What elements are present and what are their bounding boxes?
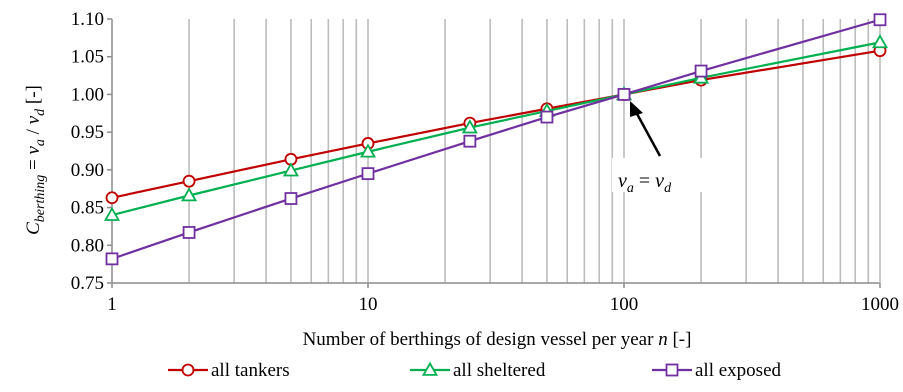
annotation-arrow-head — [630, 101, 643, 117]
x-tick-label: 1 — [107, 294, 117, 315]
square-marker — [617, 88, 631, 101]
triangle-marker — [461, 119, 478, 134]
x-tick-label: 100 — [610, 294, 639, 315]
y-tick-label: 1.00 — [71, 84, 104, 105]
x-axis-title: Number of berthings of design vessel per… — [303, 329, 692, 350]
legend: all tankers all sheltered all exposed — [168, 360, 782, 381]
series-line — [111, 18, 881, 260]
annotation-arrow-line — [634, 111, 662, 157]
square-marker — [694, 64, 708, 78]
triangle-marker — [359, 143, 377, 158]
legend-label: all exposed — [695, 360, 782, 381]
series-all-exposed — [105, 13, 887, 266]
x-tick-label: 1000 — [861, 294, 899, 315]
triangle-marker — [871, 34, 889, 49]
square-marker — [284, 192, 298, 205]
legend-item: all sheltered — [410, 360, 546, 381]
square-marker — [665, 363, 679, 377]
legend-label: all tankers — [211, 360, 290, 381]
annotation: va = vd — [612, 101, 708, 196]
triangle-marker — [181, 187, 198, 202]
y-tick-label: 0.85 — [71, 198, 104, 219]
y-tick-label: 0.75 — [71, 273, 104, 294]
y-tick-label: 1.05 — [71, 47, 104, 68]
plot-frame — [111, 19, 881, 284]
y-axis-title: Cberthing = va / vd [-] — [23, 85, 48, 235]
circle-marker — [182, 174, 196, 188]
square-marker — [873, 13, 887, 27]
legend-item: all tankers — [168, 360, 290, 381]
y-tick-label: 1.10 — [71, 9, 104, 30]
triangle-marker — [282, 162, 299, 177]
annotation-background — [612, 158, 708, 192]
y-tick-label: 0.80 — [71, 235, 104, 256]
series-line — [111, 49, 881, 199]
series-line — [111, 41, 881, 217]
square-marker — [182, 226, 196, 239]
circle-marker — [181, 363, 195, 377]
legend-label: all sheltered — [453, 360, 546, 381]
series-all-tankers — [105, 44, 887, 205]
series-all-sheltered — [103, 34, 889, 221]
triangle-marker — [421, 361, 439, 376]
grid — [188, 19, 870, 283]
legend-item: all exposed — [652, 360, 782, 381]
series-layer — [103, 13, 889, 266]
x-tick-label: 10 — [359, 294, 378, 315]
y-tick-label: 0.95 — [71, 122, 104, 143]
y-tick-labels: 0.75 0.80 0.85 0.90 0.95 1.00 1.05 1.10 — [71, 9, 112, 294]
square-marker — [540, 110, 554, 124]
triangle-marker — [103, 206, 121, 221]
square-marker — [105, 252, 119, 266]
circle-marker — [105, 191, 119, 205]
y-tick-label: 0.90 — [71, 160, 104, 181]
square-marker — [361, 167, 375, 181]
square-marker — [463, 134, 477, 148]
annotation-label: va = vd — [618, 170, 672, 196]
x-tick-labels: 1 10 100 1000 — [107, 283, 899, 315]
